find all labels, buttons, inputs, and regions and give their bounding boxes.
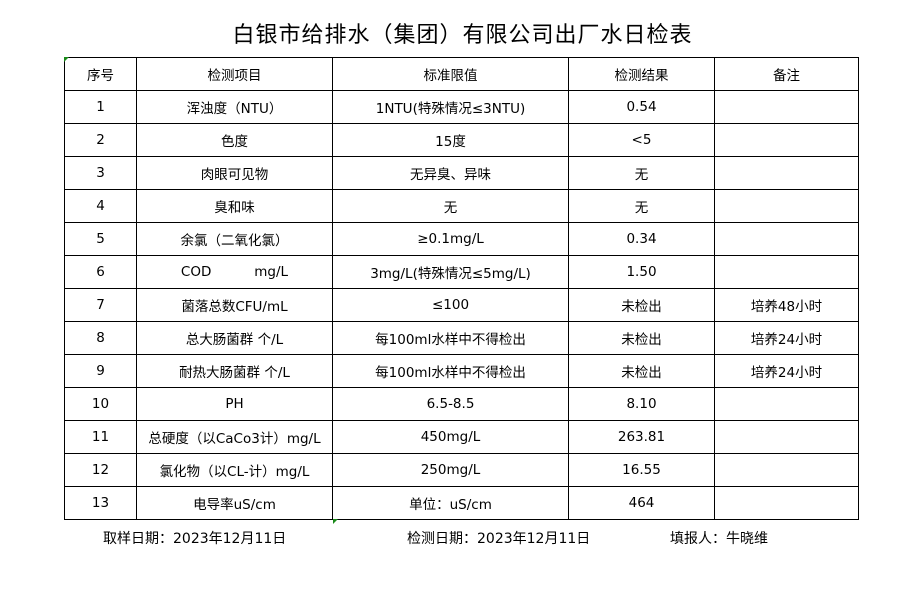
remark-cell xyxy=(714,486,859,520)
test-item-cell: COD mg/L xyxy=(136,255,333,289)
row-number-cell: 13 xyxy=(64,486,137,520)
test-result-cell: 无 xyxy=(568,156,715,190)
remark-cell xyxy=(714,123,859,157)
standard-limit-cell: 无异臭、异味 xyxy=(332,156,569,190)
test-result-cell: <5 xyxy=(568,123,715,157)
remark-cell: 培养24小时 xyxy=(714,354,859,388)
remark-cell xyxy=(714,255,859,289)
remark-cell xyxy=(714,453,859,487)
table-row: 9 耐热大肠菌群 个/L 每100ml水样中不得检出 未检出 培养24小时 xyxy=(64,354,859,388)
cell-marker-icon xyxy=(64,57,69,62)
remark-cell xyxy=(714,420,859,454)
test-result-cell: 16.55 xyxy=(568,453,715,487)
test-item-cell: 色度 xyxy=(136,123,333,157)
test-result-cell: 0.54 xyxy=(568,90,715,124)
test-item-cell: 总硬度（以CaCo3计）mg/L xyxy=(136,420,333,454)
table-row: 11 总硬度（以CaCo3计）mg/L 450mg/L 263.81 xyxy=(64,420,859,454)
table-row: 4 臭和味无无 xyxy=(64,189,859,223)
standard-limit-cell: ≥0.1mg/L xyxy=(332,222,569,256)
header-cell: 序号 xyxy=(64,57,137,91)
remark-cell xyxy=(714,189,859,223)
page-title: 白银市给排水（集团）有限公司出厂水日检表 xyxy=(232,23,693,48)
row-number-cell: 10 xyxy=(64,387,137,421)
remark-cell: 培养24小时 xyxy=(714,321,859,355)
test-item-cell: 电导率uS/cm xyxy=(136,486,333,520)
test-item-cell: 总大肠菌群 个/L xyxy=(136,321,333,355)
header-cell: 备注 xyxy=(714,57,859,91)
standard-limit-cell: 单位：uS/cm xyxy=(332,486,569,520)
standard-limit-cell: 450mg/L xyxy=(332,420,569,454)
standard-limit-cell: ≤100 xyxy=(332,288,569,322)
remark-cell xyxy=(714,90,859,124)
test-result-cell: 0.34 xyxy=(568,222,715,256)
standard-limit-cell: 每100ml水样中不得检出 xyxy=(332,321,569,355)
standard-limit-cell: 3mg/L(特殊情况≤5mg/L) xyxy=(332,255,569,289)
reporter: 填报人：牛晓维 xyxy=(670,531,768,547)
test-result-cell: 未检出 xyxy=(568,354,715,388)
row-number-cell: 2 xyxy=(64,123,137,157)
table-row: 5 余氯（二氧化氯） ≥0.1mg/L 0.34 xyxy=(64,222,859,256)
header-cell: 检测结果 xyxy=(568,57,715,91)
standard-limit-cell: 每100ml水样中不得检出 xyxy=(332,354,569,388)
test-date: 检测日期：2023年12月11日 xyxy=(407,531,591,547)
row-number-cell: 3 xyxy=(64,156,137,190)
inspection-table: 序号 检测项目 标准限值 检测结果 备注 1 浑浊度（NTU） 1NTU(特殊情况≤… xyxy=(64,57,859,520)
test-item-cell: 菌落总数CFU/mL xyxy=(136,288,333,322)
remark-cell xyxy=(714,156,859,190)
test-result-cell: 8.10 xyxy=(568,387,715,421)
test-result-cell: 1.50 xyxy=(568,255,715,289)
test-result-cell: 未检出 xyxy=(568,288,715,322)
row-number-cell: 6 xyxy=(64,255,137,289)
header-row: 序号 检测项目 标准限值 检测结果 备注 xyxy=(64,57,859,91)
row-number-cell: 4 xyxy=(64,189,137,223)
standard-limit-cell: 6.5-8.5 xyxy=(332,387,569,421)
test-item-cell: 肉眼可见物 xyxy=(136,156,333,190)
header-cell: 检测项目 xyxy=(136,57,333,91)
test-result-cell: 无 xyxy=(568,189,715,223)
table-row: 3 肉眼可见物 无异臭、异味无 xyxy=(64,156,859,190)
test-result-cell: 464 xyxy=(568,486,715,520)
table-row: 2 色度 15度 <5 xyxy=(64,123,859,157)
test-item-cell: 余氯（二氧化氯） xyxy=(136,222,333,256)
table-row: 6 COD mg/L 3mg/L(特殊情况≤5mg/L) 1.50 xyxy=(64,255,859,289)
test-item-cell: 氯化物（以CL-计）mg/L xyxy=(136,453,333,487)
sampling-date: 取样日期：2023年12月11日 xyxy=(103,531,287,547)
row-number-cell: 7 xyxy=(64,288,137,322)
table-row: 10 PH 6.5-8.5 8.10 xyxy=(64,387,859,421)
standard-limit-cell: 1NTU(特殊情况≤3NTU) xyxy=(332,90,569,124)
header-cell: 标准限值 xyxy=(332,57,569,91)
test-item-cell: 浑浊度（NTU） xyxy=(136,90,333,124)
row-number-cell: 11 xyxy=(64,420,137,454)
remark-cell xyxy=(714,222,859,256)
remark-cell xyxy=(714,387,859,421)
standard-limit-cell: 250mg/L xyxy=(332,453,569,487)
row-number-cell: 8 xyxy=(64,321,137,355)
table-row: 12 氯化物（以CL-计）mg/L 250mg/L 16.55 xyxy=(64,453,859,487)
test-result-cell: 263.81 xyxy=(568,420,715,454)
test-item-cell: 臭和味 xyxy=(136,189,333,223)
table-row: 7 菌落总数CFU/mL ≤100 未检出 培养48小时 xyxy=(64,288,859,322)
test-item-cell: PH xyxy=(136,387,333,421)
row-number-cell: 5 xyxy=(64,222,137,256)
row-number-cell: 1 xyxy=(64,90,137,124)
test-item-cell: 耐热大肠菌群 个/L xyxy=(136,354,333,388)
table-row: 8 总大肠菌群 个/L 每100ml水样中不得检出 未检出 培养24小时 xyxy=(64,321,859,355)
standard-limit-cell: 15度 xyxy=(332,123,569,157)
row-number-cell: 9 xyxy=(64,354,137,388)
remark-cell: 培养48小时 xyxy=(714,288,859,322)
table-row: 13 电导率uS/cm 单位：uS/cm 464 xyxy=(64,486,859,520)
standard-limit-cell: 无 xyxy=(332,189,569,223)
table-row: 1 浑浊度（NTU） 1NTU(特殊情况≤3NTU) 0.54 xyxy=(64,90,859,124)
cell-marker-icon xyxy=(333,519,338,524)
row-number-cell: 12 xyxy=(64,453,137,487)
test-result-cell: 未检出 xyxy=(568,321,715,355)
